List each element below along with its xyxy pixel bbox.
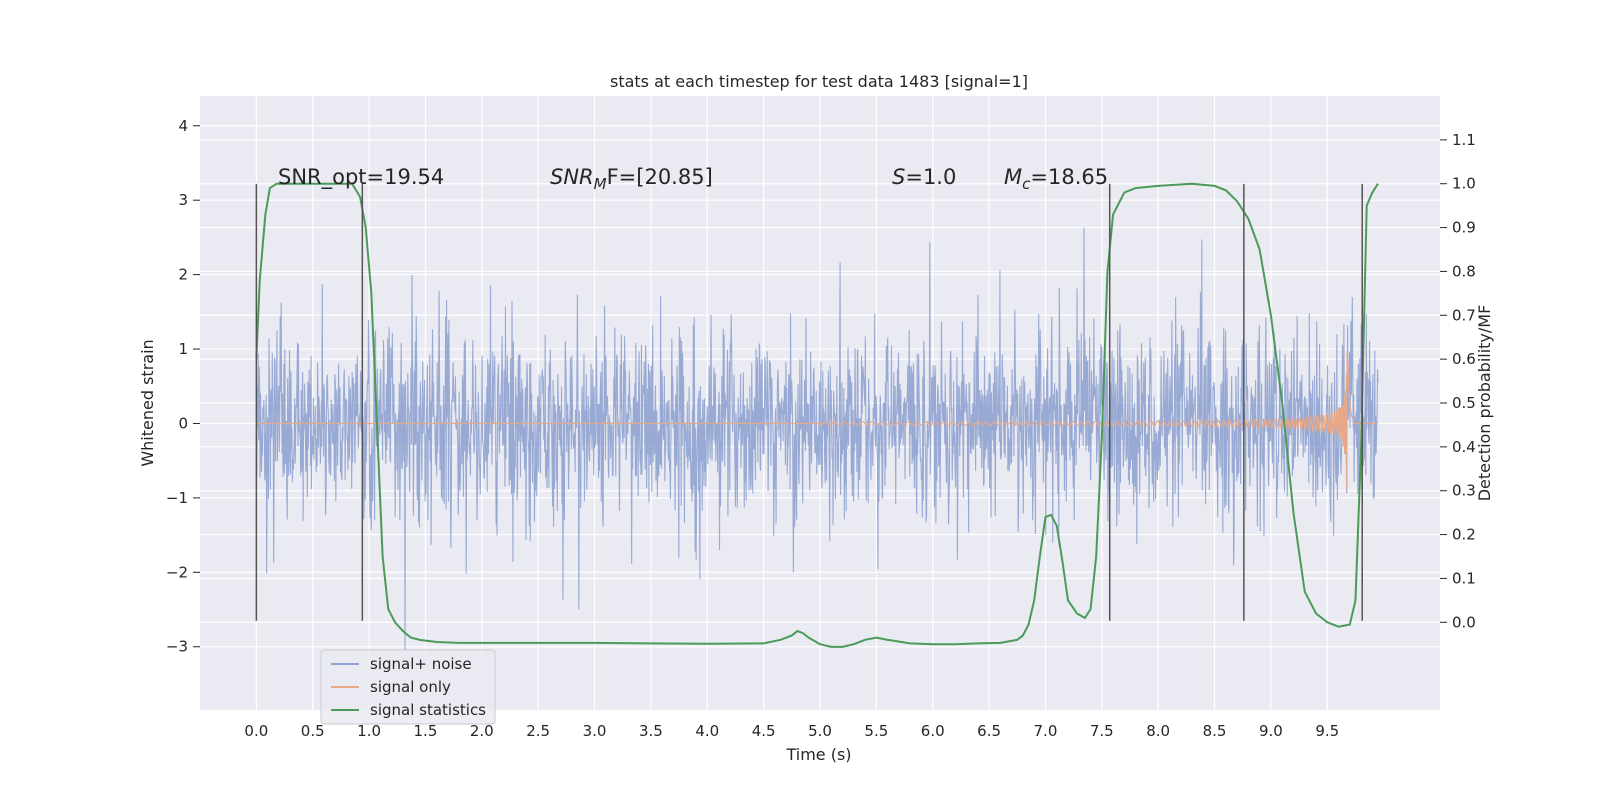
chart-title: stats at each timestep for test data 148… [610,72,1028,91]
annotation-snr-mf-sub: M [594,175,607,193]
x-axis-title: Time (s) [785,745,851,764]
x-tick-label: 6.5 [977,722,1001,740]
y-tick-label: 2 [178,266,188,284]
annotation-snr-opt: SNR_opt=19.54 [278,165,444,190]
signal-statistics-line [255,182,1379,648]
y-tick-label: 4 [178,117,188,135]
grid-layer [200,96,1440,710]
x-tick-label: 6.0 [921,722,945,740]
y-right-tick-label: 0.2 [1452,526,1476,544]
legend-label-signal-only: signal only [370,678,451,696]
x-tick-label: 1.5 [414,722,438,740]
signal-plus-noise-line [255,227,1379,651]
y-right-tick-label: 0.4 [1452,438,1476,456]
y-right-tick-label: 0.6 [1452,350,1476,368]
x-tick-label: 4.5 [752,722,776,740]
y-tick-label: 1 [178,340,188,358]
annotation-snr-mf-rest: F=[20.85] [607,165,713,189]
annotation-mc-main: M [1004,165,1022,189]
annotation-s: S=1.0 [892,165,956,189]
x-tick-label: 3.0 [583,722,607,740]
y-right-axis-title: Detection probability/MF [1475,305,1494,502]
x-tick-label: 7.0 [1034,722,1058,740]
y-tick-label: 3 [178,191,188,209]
annotations: SNR_opt=19.54 SNRMF=[20.85] S=1.0 Mc=18.… [278,165,1108,193]
y-tick-label: −1 [166,489,188,507]
annotation-s-rest: =1.0 [905,165,956,189]
vertical-marker-lines [255,183,1363,621]
annotation-mc-rest: =18.65 [1030,165,1108,189]
x-tick-label: 2.0 [470,722,494,740]
annotation-s-main: S [892,165,905,189]
x-tick-label: 7.5 [1090,722,1114,740]
legend-label-signal-statistics: signal statistics [370,701,486,719]
signal-only-line [256,351,1378,490]
y-right-tick-label: 1.0 [1452,175,1476,193]
signal-plus-noise-series [255,227,1379,651]
x-tick-label: 4.0 [695,722,719,740]
y-right-tick-label: 0.1 [1452,569,1476,587]
x-tick-label: 8.0 [1146,722,1170,740]
x-tick-label: 0.0 [244,722,268,740]
annotation-snr-mf-main: SNR [550,165,594,189]
legend: signal+ noise signal only signal statist… [320,649,496,725]
signal-statistics-series [255,182,1379,648]
x-tick-label: 1.0 [357,722,381,740]
x-tick-label: 5.0 [808,722,832,740]
y-right-tick-label: 0.8 [1452,262,1476,280]
axis-layer: 0.0 0.5 1.0 1.5 2.0 2.5 3.0 3.5 4.0 4.5 5.0 5.5 6.0 6… [166,117,1476,740]
y-right-tick-label: 0.0 [1452,613,1476,631]
x-tick-label: 9.0 [1259,722,1283,740]
x-tick-label: 2.5 [526,722,550,740]
y-right-tick-label: 1.1 [1452,131,1476,149]
y-right-tick-label: 0.5 [1452,394,1476,412]
y-axis-title: Whitened strain [138,339,157,466]
x-tick-label: 3.5 [639,722,663,740]
y-tick-label: −3 [166,638,188,656]
y-right-tick-label: 0.3 [1452,482,1476,500]
legend-box [320,649,496,725]
x-tick-label: 8.5 [1203,722,1227,740]
signal-only-series [256,351,1378,490]
annotation-snr-mf: SNRMF=[20.85] [550,165,713,193]
y-tick-label: −2 [166,563,188,581]
y-right-tick-label: 0.9 [1452,219,1476,237]
y-right-tick-label: 0.7 [1452,306,1476,324]
x-tick-label: 9.5 [1315,722,1339,740]
annotation-mc: Mc=18.65 [1004,165,1108,193]
x-tick-label: 5.5 [864,722,888,740]
x-tick-label: 0.5 [301,722,325,740]
y-tick-label: 0 [178,414,188,432]
annotation-mc-sub: c [1022,175,1031,193]
legend-label-signal-plus-noise: signal+ noise [370,655,472,673]
